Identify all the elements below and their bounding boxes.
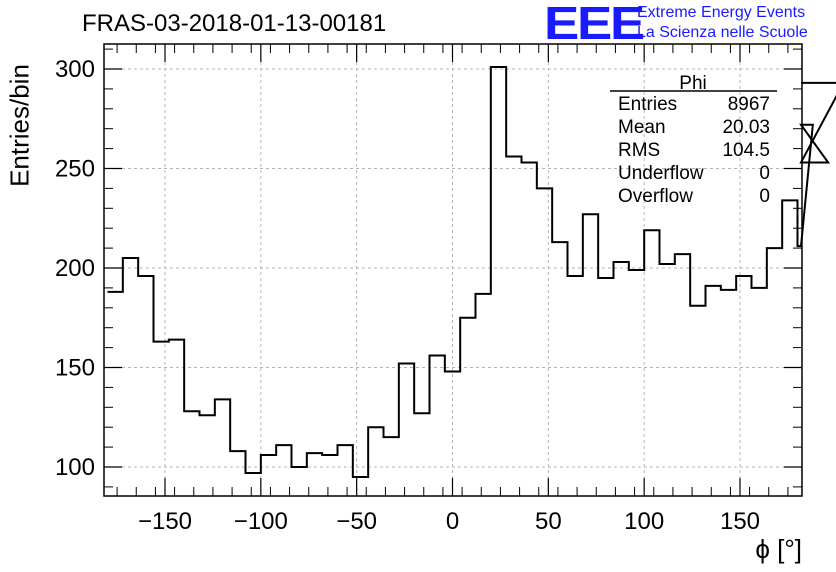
y-tick-label: 200	[55, 255, 95, 282]
logo-caption-line1: Extreme Energy Events	[637, 4, 806, 21]
histogram-bin	[123, 258, 138, 496]
stats-label: Mean	[618, 117, 666, 138]
histogram-bin	[368, 427, 383, 496]
y-tick-label: 250	[55, 156, 95, 183]
stats-label: RMS	[618, 140, 660, 161]
y-axis-label: Entries/bin	[4, 64, 35, 187]
x-tick-label: 100	[624, 508, 664, 535]
stats-value: 20.03	[722, 117, 770, 138]
stats-label: Entries	[618, 94, 677, 115]
histogram-bin	[552, 242, 567, 496]
x-axis-label: ϕ [°]	[755, 534, 802, 564]
y-tick-label: 300	[55, 56, 95, 83]
stats-value: 0	[759, 186, 770, 207]
histogram-outline	[107, 66, 836, 478]
x-tick-label: −50	[336, 508, 377, 535]
eee-logo: EEE	[544, 0, 645, 49]
x-tick-label: −100	[234, 508, 288, 535]
histogram-bin	[752, 288, 767, 496]
histogram-bin	[215, 399, 230, 496]
histogram-bin	[292, 467, 307, 496]
histogram-bin	[522, 163, 537, 496]
histogram-bin	[445, 371, 460, 496]
histogram-bin	[660, 264, 675, 496]
histogram-bin	[736, 276, 751, 496]
histogram-bin	[491, 67, 506, 496]
histogram-bin	[537, 188, 552, 496]
histogram-bin	[246, 473, 261, 496]
histogram-bin	[782, 200, 797, 496]
histogram-bin	[307, 453, 322, 496]
x-tick-label: 150	[720, 508, 760, 535]
stats-value: 0	[759, 163, 770, 184]
histogram-bin	[384, 437, 399, 496]
stats-value: 8967	[728, 94, 770, 115]
histogram-bin	[568, 276, 583, 496]
histogram-bin	[200, 415, 215, 496]
histogram-bin	[338, 445, 353, 496]
x-tick-label: 0	[446, 508, 459, 535]
histogram-bin	[690, 306, 705, 496]
stats-value: 104.5	[722, 140, 770, 161]
y-tick-label: 150	[55, 355, 95, 382]
histogram-bin	[767, 248, 782, 496]
histogram-bin	[261, 455, 276, 496]
chart-title: FRAS-03-2018-01-13-00181	[82, 10, 387, 37]
histogram-bin	[399, 364, 414, 496]
histogram-bin	[476, 294, 491, 496]
histogram-bin	[169, 340, 184, 496]
histogram-bin	[108, 292, 123, 496]
stats-box-title: Phi	[679, 73, 706, 94]
histogram-bin	[230, 451, 245, 496]
histogram-bin	[721, 290, 736, 496]
histogram-bin	[414, 413, 429, 496]
histogram-bin	[706, 286, 721, 496]
histogram-bin	[460, 318, 475, 496]
histogram-bin	[583, 214, 598, 496]
stats-label: Underflow	[618, 163, 704, 184]
histogram-bin	[430, 356, 445, 496]
histogram-bin	[629, 270, 644, 496]
histogram-bin	[644, 230, 659, 496]
histogram-bin	[322, 455, 337, 496]
histogram-bin	[154, 342, 169, 496]
y-tick-label: 100	[55, 454, 95, 481]
histogram-bin	[276, 445, 291, 496]
histogram-bin	[138, 276, 153, 496]
stats-label: Overflow	[618, 186, 693, 207]
x-tick-label: 50	[535, 508, 562, 535]
histogram-bin	[675, 254, 690, 496]
histogram-bin	[614, 262, 629, 496]
histogram-bin	[798, 246, 802, 496]
x-tick-label: −150	[138, 508, 192, 535]
logo-caption-line2: La Scienza nelle Scuole	[637, 24, 808, 41]
histogram-bin	[506, 157, 521, 496]
histogram-bin	[353, 477, 368, 496]
histogram-bin	[184, 411, 199, 496]
histogram-bin	[598, 278, 613, 496]
